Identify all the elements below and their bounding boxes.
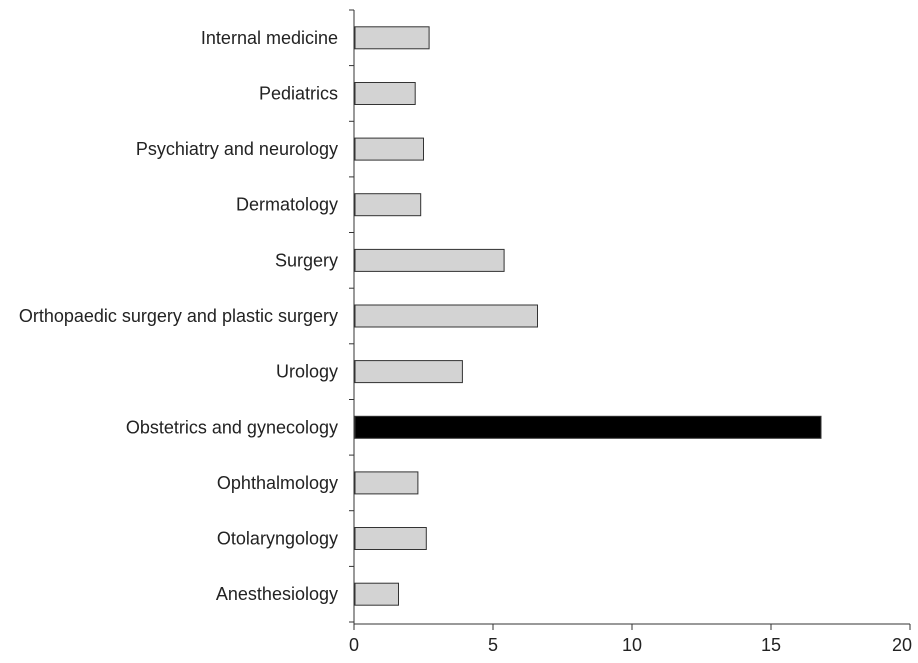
x-tick-label: 10: [622, 635, 642, 655]
category-label: Urology: [276, 362, 338, 382]
category-label: Surgery: [275, 250, 338, 270]
bar-anesthesiology: [354, 582, 399, 606]
bar-otolaryngology: [354, 527, 427, 550]
x-tick-label: 15: [761, 635, 781, 655]
axes: [349, 9, 911, 630]
category-label: Anesthesiology: [216, 584, 338, 604]
bar-internal-medicine: [354, 26, 430, 50]
bar-obstetrics-and-gynecology: [354, 415, 822, 439]
bars-layer: [354, 26, 822, 606]
labels-layer: Internal medicine Pediatrics Psychiatry an…: [19, 28, 912, 655]
bar-orthopaedic-surgery-and-plastic-surgery: [354, 304, 538, 328]
category-label: Pediatrics: [259, 84, 338, 104]
bar-pediatrics: [354, 82, 416, 105]
bar-psychiatry-and-neurology: [354, 137, 424, 161]
category-label: Ophthalmology: [217, 473, 338, 493]
category-label: Internal medicine: [201, 28, 338, 48]
bar-ophthalmology: [354, 471, 419, 495]
x-tick-label: 20: [892, 635, 912, 655]
bar-urology: [354, 360, 463, 384]
category-label: Orthopaedic surgery and plastic surgery: [19, 306, 338, 326]
bar-surgery: [354, 248, 505, 272]
x-tick-label: 5: [488, 635, 498, 655]
bar-dermatology: [354, 193, 422, 217]
category-label: Otolaryngology: [217, 529, 338, 549]
category-label: Obstetrics and gynecology: [126, 417, 338, 437]
category-label: Dermatology: [236, 195, 338, 215]
category-label: Psychiatry and neurology: [136, 139, 338, 159]
x-tick-label: 0: [349, 635, 359, 655]
